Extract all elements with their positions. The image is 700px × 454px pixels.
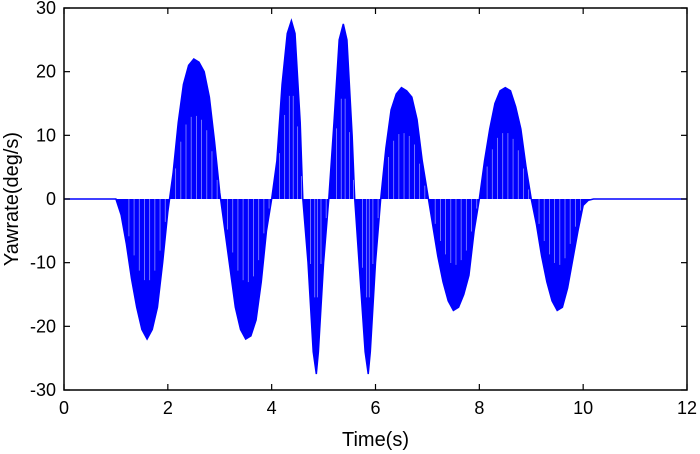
x-tick-label: 0	[59, 398, 69, 418]
y-tick-label: 0	[46, 189, 56, 209]
y-tick-label: -30	[30, 380, 56, 400]
series-fill-0	[64, 20, 687, 375]
x-tick-label: 10	[573, 398, 593, 418]
x-tick-label: 8	[474, 398, 484, 418]
x-axis-label: Time(s)	[342, 429, 409, 451]
x-tick-label: 6	[370, 398, 380, 418]
axis-ticks: 0 2 4 6 8 10 12 -30 -20 -10 0 10 20 30	[30, 0, 697, 418]
x-tick-label: 12	[677, 398, 697, 418]
x-tick-label: 2	[163, 398, 173, 418]
y-axis-label: Yawrate(deg/s)	[1, 132, 23, 266]
y-tick-label: 10	[36, 125, 56, 145]
x-tick-label: 4	[267, 398, 277, 418]
y-tick-label: -20	[30, 316, 56, 336]
series-line-0	[64, 18, 687, 375]
plot-area	[64, 18, 687, 375]
y-tick-label: 30	[36, 0, 56, 18]
y-tick-label: 20	[36, 62, 56, 82]
y-tick-label: -10	[30, 253, 56, 273]
